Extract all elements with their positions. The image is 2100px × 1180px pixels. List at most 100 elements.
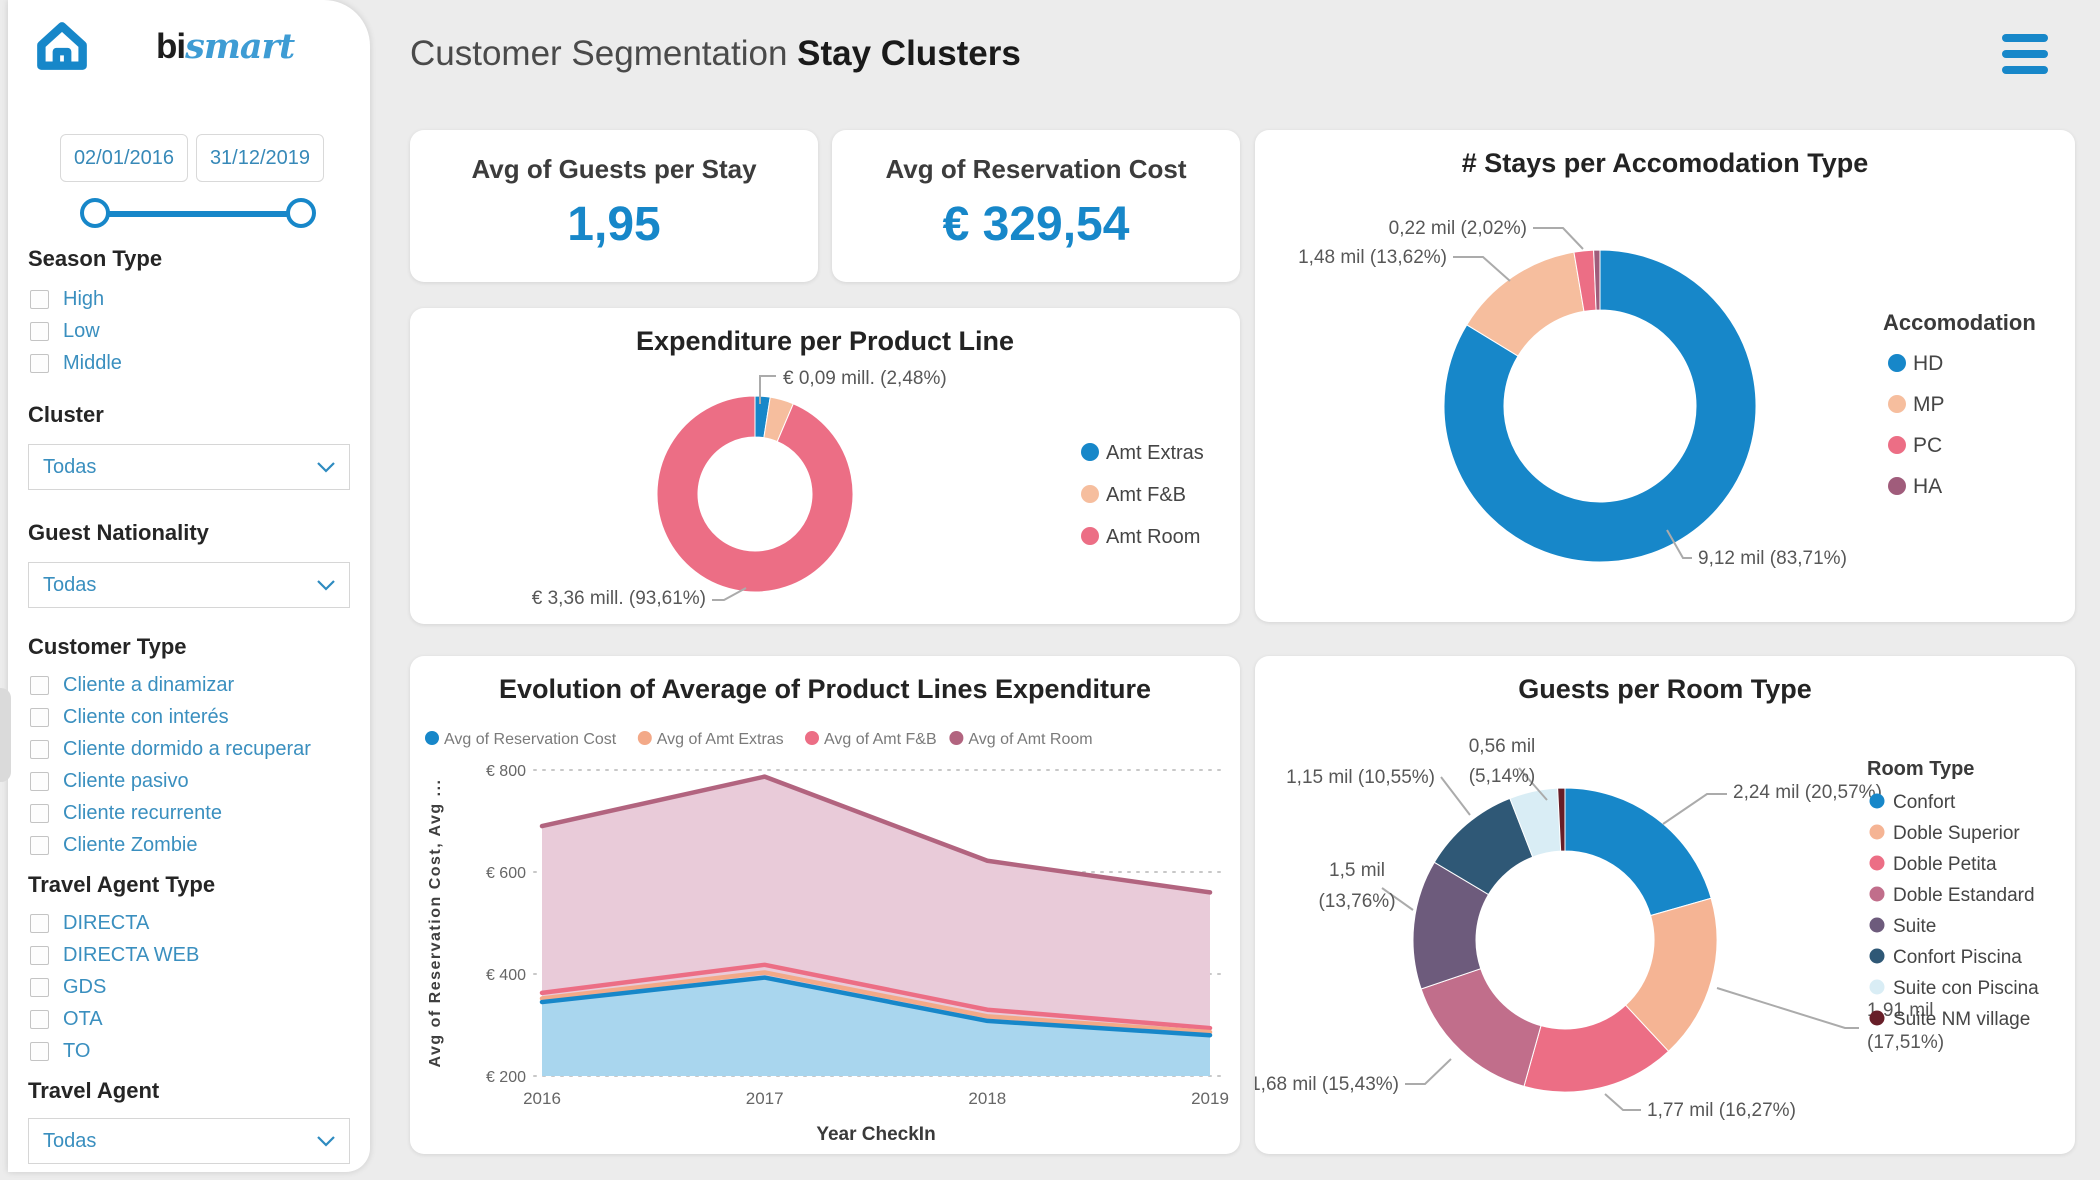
season-option-low[interactable]: Low: [30, 318, 100, 345]
legend-item[interactable]: Doble Petita: [1893, 854, 1997, 875]
travel-agent-type-option[interactable]: GDS: [30, 974, 106, 1001]
legend-item[interactable]: Avg of Amt F&B: [824, 731, 937, 748]
x-tick-label: 2018: [968, 1089, 1006, 1108]
kpi-card-guests-per-stay: Avg of Guests per Stay 1,95: [410, 130, 818, 282]
travel-agent-type-option[interactable]: TO: [30, 1038, 90, 1065]
legend-item[interactable]: Avg of Reservation Cost: [444, 731, 617, 748]
season-option-high[interactable]: High: [30, 286, 104, 313]
y-tick-label: € 200: [486, 1069, 526, 1086]
checkbox[interactable]: [30, 804, 49, 823]
data-label: € 3,36 mill. (93,61%): [532, 588, 706, 609]
legend-dot: [1869, 917, 1885, 933]
expenditure-svg: € 0,09 mill. (2,48%) € 3,36 mill. (93,61%…: [532, 368, 1204, 609]
donut-slice-HD[interactable]: [1443, 249, 1757, 563]
legend-dot: [1869, 793, 1885, 809]
customer-type-option[interactable]: Cliente dormido a recuperar: [30, 736, 311, 763]
date-from-input[interactable]: 02/01/2016: [60, 134, 188, 182]
accomodation-donut-chart[interactable]: 0,22 mil (2,02%) 1,48 mil (13,62%) 9,12 mi…: [1255, 130, 2075, 622]
series-line-Avg of Amt Extras[interactable]: [539, 970, 1213, 1035]
checkbox[interactable]: [30, 836, 49, 855]
series-line-Avg of Reservation Cost[interactable]: [539, 975, 1213, 1038]
donut-slice-Confort[interactable]: [1564, 787, 1712, 917]
legend-item[interactable]: Suite con Piscina: [1893, 978, 2039, 999]
data-label: 2,24 mil (20,57%): [1733, 782, 1882, 803]
travel-agent-type-option[interactable]: OTA: [30, 1006, 103, 1033]
checkbox[interactable]: [30, 354, 49, 373]
legend-item[interactable]: HA: [1913, 475, 1942, 498]
legend-item[interactable]: Amt Room: [1106, 526, 1200, 548]
series-line-Avg of Amt Room[interactable]: [539, 774, 1213, 895]
callout-line: [712, 587, 747, 601]
legend-item[interactable]: Doble Estandard: [1893, 885, 2035, 906]
checkbox[interactable]: [30, 914, 49, 933]
menu-icon[interactable]: [2002, 34, 2048, 74]
callout-line: [1662, 793, 1727, 825]
checkbox[interactable]: [30, 322, 49, 341]
legend-title: Room Type: [1867, 758, 1974, 780]
guest-nationality-dropdown[interactable]: Todas: [28, 562, 350, 608]
checkbox[interactable]: [30, 946, 49, 965]
slider-handle-left[interactable]: [80, 198, 110, 228]
legend-item[interactable]: MP: [1913, 393, 1945, 416]
legend-item[interactable]: Amt Extras: [1106, 442, 1204, 464]
legend-dot: [805, 731, 819, 745]
checkbox[interactable]: [30, 978, 49, 997]
room-type-donut-chart[interactable]: 0,56 mil (5,14%) 1,15 mil (10,55%) 2,24 mil…: [1250, 656, 2075, 1154]
expenditure-donut-chart[interactable]: € 0,09 mill. (2,48%) € 3,36 mill. (93,61%…: [410, 308, 1240, 624]
chevron-down-icon: [317, 461, 335, 473]
customer-type-option[interactable]: Cliente con interés: [30, 704, 229, 731]
legend-item[interactable]: Suite: [1893, 916, 1936, 937]
legend-item[interactable]: Doble Superior: [1893, 823, 2020, 844]
cluster-dropdown[interactable]: Todas: [28, 444, 350, 490]
customer-type-option[interactable]: Cliente recurrente: [30, 800, 222, 827]
travel-agent-type-option[interactable]: DIRECTA: [30, 910, 149, 937]
checkbox[interactable]: [30, 1042, 49, 1061]
x-axis-title: Year CheckIn: [816, 1124, 935, 1145]
legend-item[interactable]: HD: [1913, 352, 1943, 375]
legend-item[interactable]: Suite NM village: [1893, 1009, 2030, 1030]
checkbox[interactable]: [30, 290, 49, 309]
legend-item[interactable]: Amt F&B: [1106, 484, 1186, 506]
cluster-title: Cluster: [28, 402, 104, 427]
customer-type-option[interactable]: Cliente pasivo: [30, 768, 189, 795]
checkbox[interactable]: [30, 708, 49, 727]
filter-sidebar: bismart 02/01/2016 31/12/2019 Season Typ…: [8, 0, 370, 1172]
legend-item[interactable]: Avg of Amt Room: [968, 731, 1092, 748]
donut-slice-Suite NM village[interactable]: [1557, 787, 1566, 852]
customer-type-option[interactable]: Cliente a dinamizar: [30, 672, 234, 699]
donut-slice-Amt Room[interactable]: [656, 395, 854, 593]
legend-item[interactable]: PC: [1913, 434, 1942, 457]
season-option-middle[interactable]: Middle: [30, 350, 122, 377]
data-label: (13,76%): [1318, 891, 1395, 912]
legend-dot: [1869, 948, 1885, 964]
evolution-expenditure-card: € 200 € 400 € 600 € 800 2016 2017 2018 2019 Year…: [410, 656, 1240, 1154]
legend-item[interactable]: Confort: [1893, 792, 1956, 813]
checkbox[interactable]: [30, 740, 49, 759]
chevron-down-icon: [317, 1135, 335, 1147]
data-label: € 0,09 mill. (2,48%): [783, 368, 947, 389]
date-range-slider: [72, 192, 324, 236]
travel-agent-type-option[interactable]: DIRECTA WEB: [30, 942, 199, 969]
customer-type-option[interactable]: Cliente Zombie: [30, 832, 198, 859]
x-tick-label: 2019: [1191, 1089, 1229, 1108]
expenditure-per-product-line-card: € 0,09 mill. (2,48%) € 3,36 mill. (93,61%…: [410, 308, 1240, 624]
legend-item[interactable]: Confort Piscina: [1893, 947, 2022, 968]
donut-slice-Doble Estandard[interactable]: [1420, 968, 1542, 1087]
series-line-Avg of Amt F&B[interactable]: [539, 962, 1213, 1031]
checkbox[interactable]: [30, 676, 49, 695]
chart-title: Expenditure per Product Line: [635, 326, 1015, 356]
kpi-label: Avg of Guests per Stay: [471, 154, 757, 184]
room-svg: 0,56 mil (5,14%) 1,15 mil (10,55%) 2,24 mil…: [1250, 736, 2039, 1121]
donut-slice-HA[interactable]: [1593, 249, 1601, 311]
data-label: 1,15 mil (10,55%): [1286, 767, 1435, 788]
legend-dot: [1888, 395, 1906, 413]
evolution-area-chart[interactable]: € 200 € 400 € 600 € 800 2016 2017 2018 2019 Year…: [410, 656, 1240, 1154]
checkbox[interactable]: [30, 772, 49, 791]
page-flyout-handle[interactable]: [0, 688, 11, 782]
checkbox[interactable]: [30, 1010, 49, 1029]
slider-handle-right[interactable]: [286, 198, 316, 228]
legend-item[interactable]: Avg of Amt Extras: [657, 731, 784, 748]
date-to-input[interactable]: 31/12/2019: [196, 134, 324, 182]
travel-agent-dropdown[interactable]: Todas: [28, 1118, 350, 1164]
home-icon[interactable]: [30, 16, 94, 76]
